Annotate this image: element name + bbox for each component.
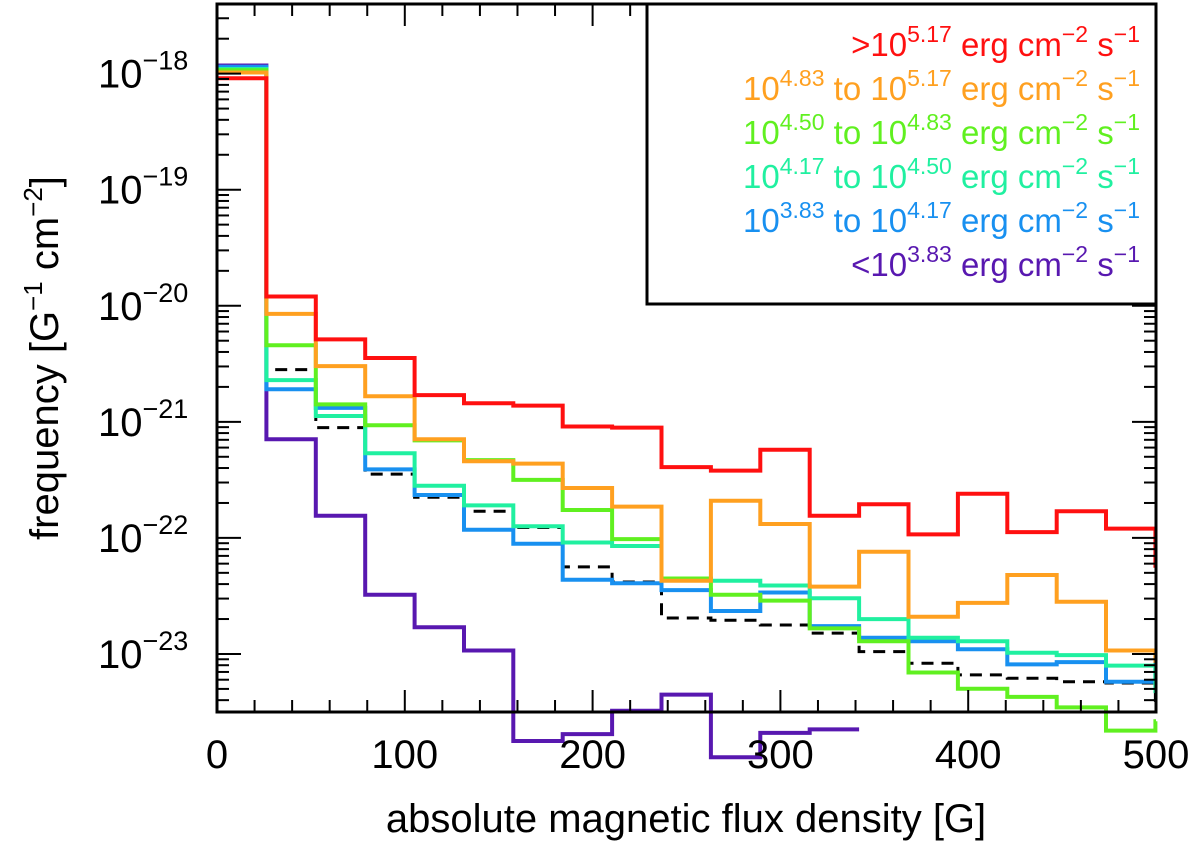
series-line-average — [217, 66, 1157, 702]
y-tick-base: 10 — [98, 169, 143, 213]
legend-superscript: 4.50 — [907, 153, 952, 179]
legend-text-part: s — [1088, 26, 1114, 63]
series-line--10-5-17-erg-cm-2-s-1 — [217, 76, 1158, 568]
legend-text-part: erg cm — [952, 26, 1062, 63]
legend-superscript: −2 — [1062, 21, 1088, 47]
legend-superscript: 3.83 — [907, 241, 952, 267]
legend-superscript: −1 — [1114, 241, 1140, 267]
y-axis-label-end: ] — [23, 176, 67, 187]
legend-text-part: >10 — [851, 26, 907, 63]
legend-superscript: 3.83 — [780, 197, 825, 223]
legend-entry: >105.17 erg cm−2 s−1 — [851, 21, 1140, 63]
legend-text-part: erg cm — [952, 114, 1062, 151]
legend-text-part: 10 — [743, 158, 780, 195]
x-tick-label: 500 — [1123, 733, 1190, 777]
y-tick-base: 10 — [98, 53, 143, 97]
y-axis-label-base: frequency [G — [23, 311, 67, 540]
series-line-10-4-50-to-10-4-83-erg-cm-2-s-1 — [217, 68, 1158, 733]
series-line--10-3-83-erg-cm-2-s-1 — [217, 63, 860, 760]
labels-layer: 0 100 200 300 400 50010−2310−2210−2110−2010−1… — [98, 46, 1189, 777]
legend-text-part: erg cm — [952, 70, 1062, 107]
y-tick-exponent: −22 — [143, 510, 189, 540]
y-tick-exponent: −21 — [143, 394, 189, 424]
y-tick-base: 10 — [98, 285, 143, 329]
y-tick-label: 10−23 — [98, 626, 188, 677]
legend-superscript: 5.17 — [907, 21, 952, 47]
legend-superscript: −2 — [1062, 153, 1088, 179]
legend-superscript: −1 — [1114, 21, 1140, 47]
legend-text-part: to 10 — [824, 202, 907, 239]
y-tick-exponent: −18 — [143, 46, 189, 76]
legend-text-part: to 10 — [824, 158, 907, 195]
legend-superscript: 4.17 — [907, 197, 952, 223]
legend-text-part: erg cm — [952, 246, 1062, 283]
legend-text-part: to 10 — [824, 70, 907, 107]
x-tick-label: 300 — [747, 733, 814, 777]
legend-text-part: s — [1088, 202, 1114, 239]
legend-superscript: −1 — [1114, 109, 1140, 135]
legend-entry: <103.83 erg cm−2 s−1 — [851, 241, 1140, 283]
y-tick-exponent: −19 — [143, 162, 189, 192]
legend-superscript: −1 — [1114, 197, 1140, 223]
legend-box — [645, 2, 1158, 306]
legend-superscript: −1 — [1114, 65, 1140, 91]
legend-superscript: −2 — [1062, 65, 1088, 91]
y-tick-label: 10−20 — [98, 278, 188, 329]
legend-superscript: −1 — [1114, 153, 1140, 179]
y-axis-label-sup1: −1 — [18, 281, 48, 311]
legend-entry: 104.50 to 104.83 erg cm−2 s−1 — [743, 109, 1140, 151]
y-axis-label: frequency [G−1 cm−2] — [18, 176, 67, 540]
legend-entry: 103.83 to 104.17 erg cm−2 s−1 — [743, 197, 1140, 239]
x-axis-label: absolute magnetic flux density [G] — [386, 797, 986, 841]
y-tick-label: 10−21 — [98, 394, 188, 445]
legend-superscript: −2 — [1062, 109, 1088, 135]
x-tick-label: 0 — [206, 733, 228, 777]
legend-superscript: 4.83 — [780, 65, 825, 91]
legend-text-part: <10 — [851, 246, 907, 283]
x-tick-label: 100 — [371, 733, 438, 777]
legend-text-part: 10 — [743, 202, 780, 239]
legend-superscript: −2 — [1062, 197, 1088, 223]
legend-text-part: 10 — [743, 114, 780, 151]
y-axis-label-sup2: −2 — [18, 187, 48, 217]
legend-entry: 104.17 to 104.50 erg cm−2 s−1 — [743, 153, 1140, 195]
legend-text-part: s — [1088, 246, 1114, 283]
y-tick-base: 10 — [98, 517, 143, 561]
series-line-10-3-83-to-10-4-17-erg-cm-2-s-1 — [217, 64, 1158, 684]
legend-superscript: 5.17 — [907, 65, 952, 91]
legend-text-part: 10 — [743, 70, 780, 107]
y-tick-base: 10 — [98, 401, 143, 445]
y-tick-label: 10−22 — [98, 510, 188, 561]
legend-superscript: −2 — [1062, 241, 1088, 267]
y-tick-exponent: −20 — [143, 278, 189, 308]
legend-text-part: to 10 — [824, 114, 907, 151]
legend-text-part: erg cm — [952, 158, 1062, 195]
x-tick-label: 200 — [559, 733, 626, 777]
legend-superscript: 4.17 — [780, 153, 825, 179]
legend-text-part: s — [1088, 70, 1114, 107]
legend-superscript: 4.50 — [780, 109, 825, 135]
series-layer — [217, 63, 1158, 760]
y-tick-label: 10−19 — [98, 162, 188, 213]
y-tick-base: 10 — [98, 633, 143, 677]
legend-text-part: s — [1088, 114, 1114, 151]
legend-entry: 104.83 to 105.17 erg cm−2 s−1 — [743, 65, 1140, 107]
legend-superscript: 4.83 — [907, 109, 952, 135]
legend-text-part: erg cm — [952, 202, 1062, 239]
y-axis-label-mid: cm — [23, 217, 67, 281]
series-line-10-4-83-to-10-5-17-erg-cm-2-s-1 — [217, 70, 1158, 663]
y-tick-exponent: −23 — [143, 626, 189, 656]
y-tick-label: 10−18 — [98, 46, 188, 97]
x-tick-label: 400 — [935, 733, 1002, 777]
legend-text-part: s — [1088, 158, 1114, 195]
